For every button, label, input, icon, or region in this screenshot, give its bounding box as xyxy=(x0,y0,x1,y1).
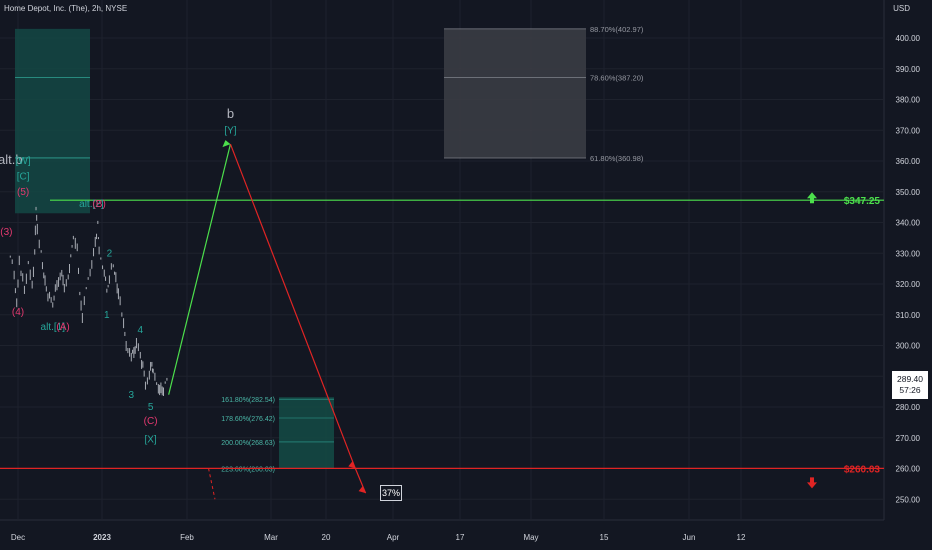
fib-level-label: 61.80%(360.98) xyxy=(590,154,644,163)
fib-target-zone-lower xyxy=(279,397,334,469)
wave-label: alt.[1] xyxy=(41,322,66,333)
wave-label: b xyxy=(227,106,234,121)
wave-label: (3) xyxy=(0,227,12,238)
wave-label: 4 xyxy=(138,325,144,336)
probability-badge: 37% xyxy=(380,485,402,501)
x-tick-label: May xyxy=(523,533,538,542)
x-tick-label: Feb xyxy=(180,533,194,542)
current-price-value: 289.40 xyxy=(897,374,923,384)
y-tick-label: 260.00 xyxy=(896,465,921,474)
price-series xyxy=(9,206,168,396)
arrow-down-icon xyxy=(807,477,817,489)
y-tick-label: 380.00 xyxy=(896,96,921,105)
y-tick-label: 280.00 xyxy=(896,403,921,412)
y-tick-label: 340.00 xyxy=(896,219,921,228)
chart-title: Home Depot, Inc. (The), 2h, NYSE xyxy=(4,4,128,13)
wave-label: 1 xyxy=(104,310,110,321)
y-tick-label: 390.00 xyxy=(896,65,921,74)
y-tick-label: 370.00 xyxy=(896,126,921,135)
wave-label: 2 xyxy=(107,248,113,259)
fib-level-label: 200.00%(268.63) xyxy=(221,440,275,447)
x-tick-label: 17 xyxy=(456,533,465,542)
wave-label: [W] xyxy=(16,156,31,167)
fib-level-label: 78.60%(387.20) xyxy=(590,73,644,82)
wave-label: [C] xyxy=(17,171,30,182)
y-tick-label: 310.00 xyxy=(896,311,921,320)
y-tick-label: 320.00 xyxy=(896,280,921,289)
wave-label: (B) xyxy=(92,199,105,210)
x-tick-label: Mar xyxy=(264,533,278,542)
current-price-badge: 289.40 57:26 xyxy=(891,370,929,400)
key-level-label: $260.03 xyxy=(844,464,881,475)
x-tick-label: Jun xyxy=(683,533,696,542)
projection-up-line xyxy=(168,143,232,395)
y-tick-label: 330.00 xyxy=(896,249,921,258)
y-tick-label: 250.00 xyxy=(896,495,921,504)
wave-label: (A) xyxy=(56,322,69,333)
x-tick-label: 2023 xyxy=(93,533,111,542)
projection-alt-dashed xyxy=(208,468,216,500)
y-tick-label: 360.00 xyxy=(896,157,921,166)
wave-label: (C) xyxy=(144,416,158,427)
x-tick-label: 12 xyxy=(737,533,746,542)
wave-label: 3 xyxy=(129,390,135,401)
fib-target-zone-upper xyxy=(444,28,586,158)
wave-label: [Y] xyxy=(224,125,236,136)
fib-level-label: 161.80%(282.54) xyxy=(221,397,275,404)
projection-down-arrowhead xyxy=(348,461,356,469)
fib-level-label: 178.60%(276.42) xyxy=(221,416,275,423)
projection-up-arrowhead xyxy=(222,140,231,148)
x-tick-label: Apr xyxy=(387,533,400,542)
y-tick-label: 350.00 xyxy=(896,188,921,197)
currency-label: USD xyxy=(893,4,910,13)
fib-level-label: 223.60%(260.03) xyxy=(221,466,275,473)
y-tick-label: 270.00 xyxy=(896,434,921,443)
projection-down-arrowhead xyxy=(358,486,366,494)
x-tick-label: 20 xyxy=(322,533,331,542)
target-zone-upper-left xyxy=(15,28,90,214)
y-tick-label: 400.00 xyxy=(896,34,921,43)
y-tick-label: 300.00 xyxy=(896,342,921,351)
x-tick-label: Dec xyxy=(11,533,25,542)
wave-label: alt.b xyxy=(0,152,23,167)
wave-label: alt.[2] xyxy=(79,199,104,210)
bar-countdown-timer: 57:26 xyxy=(899,385,921,395)
key-level-label: $347.25 xyxy=(844,196,881,207)
wave-label: (4) xyxy=(12,307,24,318)
wave-label: [X] xyxy=(144,434,156,445)
wave-label: (5) xyxy=(17,187,29,198)
x-tick-label: 15 xyxy=(600,533,609,542)
fib-level-label: 88.70%(402.97) xyxy=(590,25,644,34)
arrow-up-icon xyxy=(807,192,817,204)
wave-label: 5 xyxy=(148,402,154,413)
